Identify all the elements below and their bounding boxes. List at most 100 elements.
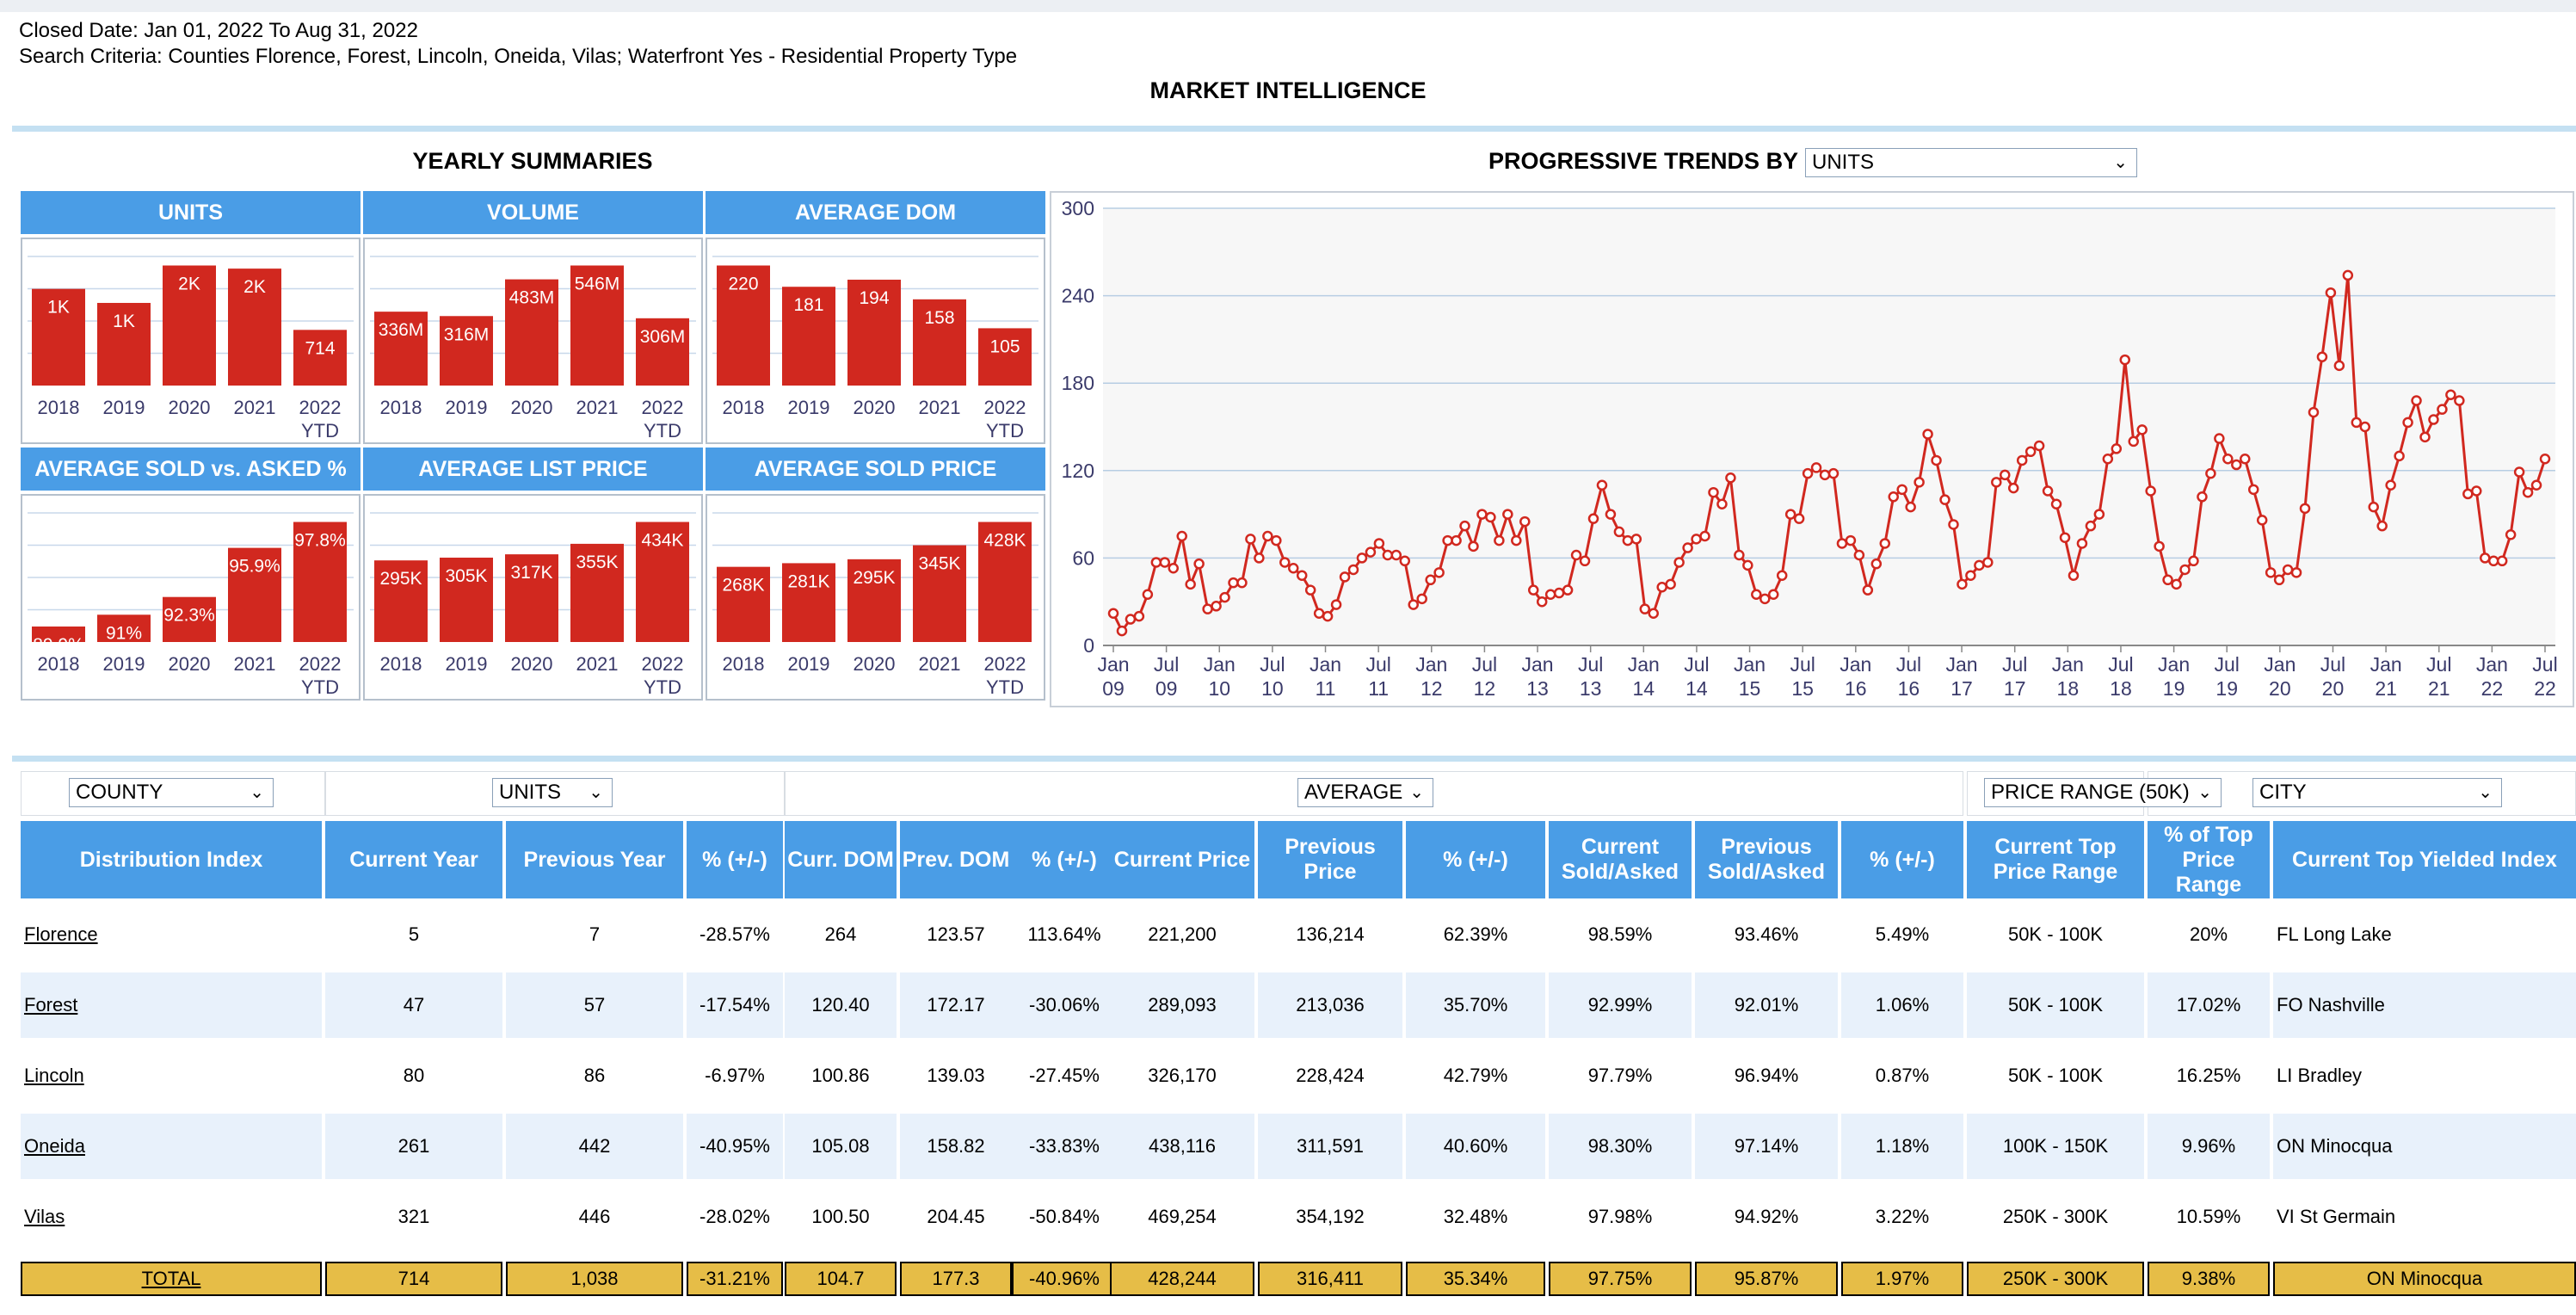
data-point[interactable] — [1193, 558, 1205, 570]
data-point[interactable] — [1742, 559, 1753, 571]
data-point[interactable] — [1605, 509, 1617, 520]
data-point[interactable] — [1125, 614, 1137, 625]
data-point[interactable] — [2222, 454, 2234, 465]
data-point[interactable] — [2059, 532, 2071, 543]
data-point[interactable] — [1613, 526, 1625, 538]
data-point[interactable] — [1665, 578, 1676, 590]
data-point[interactable] — [1356, 553, 1368, 564]
data-point[interactable] — [1451, 534, 1462, 546]
data-point[interactable] — [2179, 564, 2191, 576]
data-point[interactable] — [2437, 404, 2448, 415]
data-point[interactable] — [2325, 287, 2337, 299]
data-point[interactable] — [2256, 515, 2268, 526]
data-point[interactable] — [2359, 421, 2371, 433]
data-point[interactable] — [1519, 516, 1531, 528]
city-select[interactable]: CITY ⌄ — [2252, 778, 2502, 807]
data-point[interactable] — [2197, 491, 2208, 503]
data-point[interactable] — [1931, 454, 1942, 466]
data-point[interactable] — [1159, 557, 1171, 568]
data-point[interactable] — [1974, 559, 1985, 571]
data-point[interactable] — [1793, 513, 1805, 524]
price-range-select[interactable]: PRICE RANGE (50K) ⌄ — [1984, 778, 2222, 807]
data-point[interactable] — [1442, 534, 1453, 546]
data-point[interactable] — [1502, 509, 1513, 520]
trends-metric-select[interactable]: UNITS ⌄ — [1805, 148, 2137, 177]
data-point[interactable] — [2394, 450, 2405, 462]
data-point[interactable] — [1536, 596, 1548, 608]
data-point[interactable] — [1476, 509, 1488, 520]
data-point[interactable] — [1544, 589, 1556, 600]
data-point[interactable] — [2007, 482, 2019, 494]
data-point[interactable] — [1527, 584, 1539, 596]
data-point[interactable] — [2171, 578, 2182, 590]
data-point[interactable] — [2462, 488, 2474, 500]
data-point[interactable] — [2454, 395, 2465, 406]
data-point[interactable] — [1553, 587, 1565, 599]
data-point[interactable] — [2042, 485, 2054, 497]
data-point[interactable] — [1150, 557, 1162, 568]
data-point[interactable] — [1708, 486, 1719, 498]
data-point[interactable] — [1888, 491, 1899, 503]
data-point[interactable] — [2368, 501, 2379, 513]
data-point[interactable] — [1596, 479, 1608, 491]
data-point[interactable] — [1570, 549, 1582, 561]
data-point[interactable] — [2480, 553, 2491, 564]
data-point[interactable] — [1107, 608, 1119, 619]
county-link[interactable]: Forest — [21, 972, 322, 1038]
data-point[interactable] — [1767, 589, 1779, 600]
data-point[interactable] — [1957, 578, 1968, 590]
data-point[interactable] — [1784, 509, 1796, 520]
county-link[interactable]: Vilas — [21, 1184, 322, 1250]
data-point[interactable] — [1776, 570, 1788, 581]
total-link[interactable]: TOTAL — [21, 1262, 322, 1296]
data-point[interactable] — [1691, 534, 1702, 545]
data-point[interactable] — [2282, 564, 2294, 576]
data-point[interactable] — [2496, 555, 2508, 567]
data-point[interactable] — [1373, 538, 1385, 549]
data-point[interactable] — [1896, 484, 1907, 496]
data-point[interactable] — [1202, 603, 1213, 614]
data-point[interactable] — [1330, 599, 1342, 610]
data-point[interactable] — [2188, 555, 2199, 567]
data-point[interactable] — [2445, 389, 2456, 400]
data-point[interactable] — [2428, 414, 2439, 425]
data-point[interactable] — [2076, 538, 2088, 549]
data-point[interactable] — [1639, 603, 1651, 614]
data-point[interactable] — [2402, 417, 2413, 429]
data-point[interactable] — [1819, 469, 1831, 481]
data-point[interactable] — [1579, 555, 1591, 567]
data-point[interactable] — [2111, 443, 2123, 454]
data-point[interactable] — [1133, 610, 1145, 622]
data-point[interactable] — [1622, 534, 1634, 546]
data-point[interactable] — [2024, 446, 2037, 458]
data-point[interactable] — [2411, 395, 2422, 406]
data-point[interactable] — [1836, 538, 1848, 549]
data-point[interactable] — [2290, 567, 2302, 578]
data-point[interactable] — [1245, 534, 1256, 545]
data-point[interactable] — [1862, 584, 1874, 596]
data-point[interactable] — [2102, 454, 2114, 465]
data-point[interactable] — [2214, 433, 2225, 444]
data-point[interactable] — [2265, 567, 2277, 578]
data-point[interactable] — [1648, 608, 1659, 619]
data-point[interactable] — [2530, 479, 2542, 491]
data-point[interactable] — [2299, 503, 2311, 515]
data-point[interactable] — [2000, 469, 2011, 481]
data-point[interactable] — [1751, 589, 1762, 600]
data-point[interactable] — [2136, 424, 2148, 435]
data-point[interactable] — [1939, 494, 1950, 505]
data-point[interactable] — [1254, 553, 1265, 564]
data-point[interactable] — [1425, 574, 1436, 586]
data-point[interactable] — [2539, 454, 2551, 465]
data-point[interactable] — [2376, 520, 2388, 532]
data-point[interactable] — [2093, 509, 2105, 520]
data-point[interactable] — [1116, 625, 1128, 637]
data-point[interactable] — [1279, 557, 1291, 568]
data-point[interactable] — [2162, 574, 2173, 586]
data-point[interactable] — [2145, 485, 2156, 497]
county-link[interactable]: Oneida — [21, 1114, 322, 1179]
data-point[interactable] — [1313, 608, 1325, 619]
data-point[interactable] — [1459, 520, 1470, 532]
data-point[interactable] — [1494, 534, 1505, 546]
data-point[interactable] — [1734, 549, 1745, 561]
